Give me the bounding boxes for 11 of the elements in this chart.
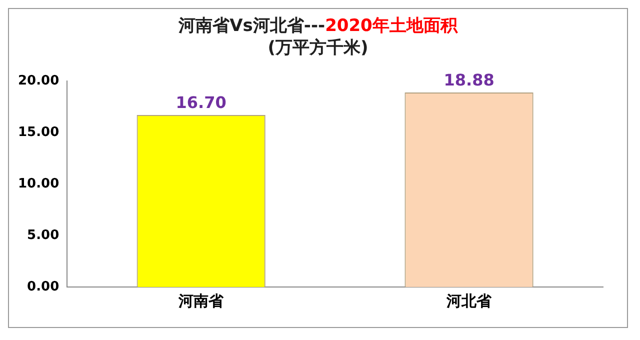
data-label: 18.88	[444, 70, 494, 90]
chart-subtitle: (万平方千米)	[266, 37, 370, 59]
y-tick-label: 10.00	[18, 176, 60, 192]
chart-title: 河南省Vs河北省---2020年土地面积	[178, 16, 458, 36]
x-tick-label: 河北省	[446, 292, 493, 310]
x-tick-label: 河南省	[178, 292, 225, 310]
data-label: 16.70	[176, 93, 226, 112]
y-tick-label: 15.00	[18, 124, 60, 140]
y-tick-label: 20.00	[18, 73, 60, 88]
y-tick-label: 5.00	[27, 228, 60, 243]
y-tick-label: 0.00	[27, 279, 60, 294]
